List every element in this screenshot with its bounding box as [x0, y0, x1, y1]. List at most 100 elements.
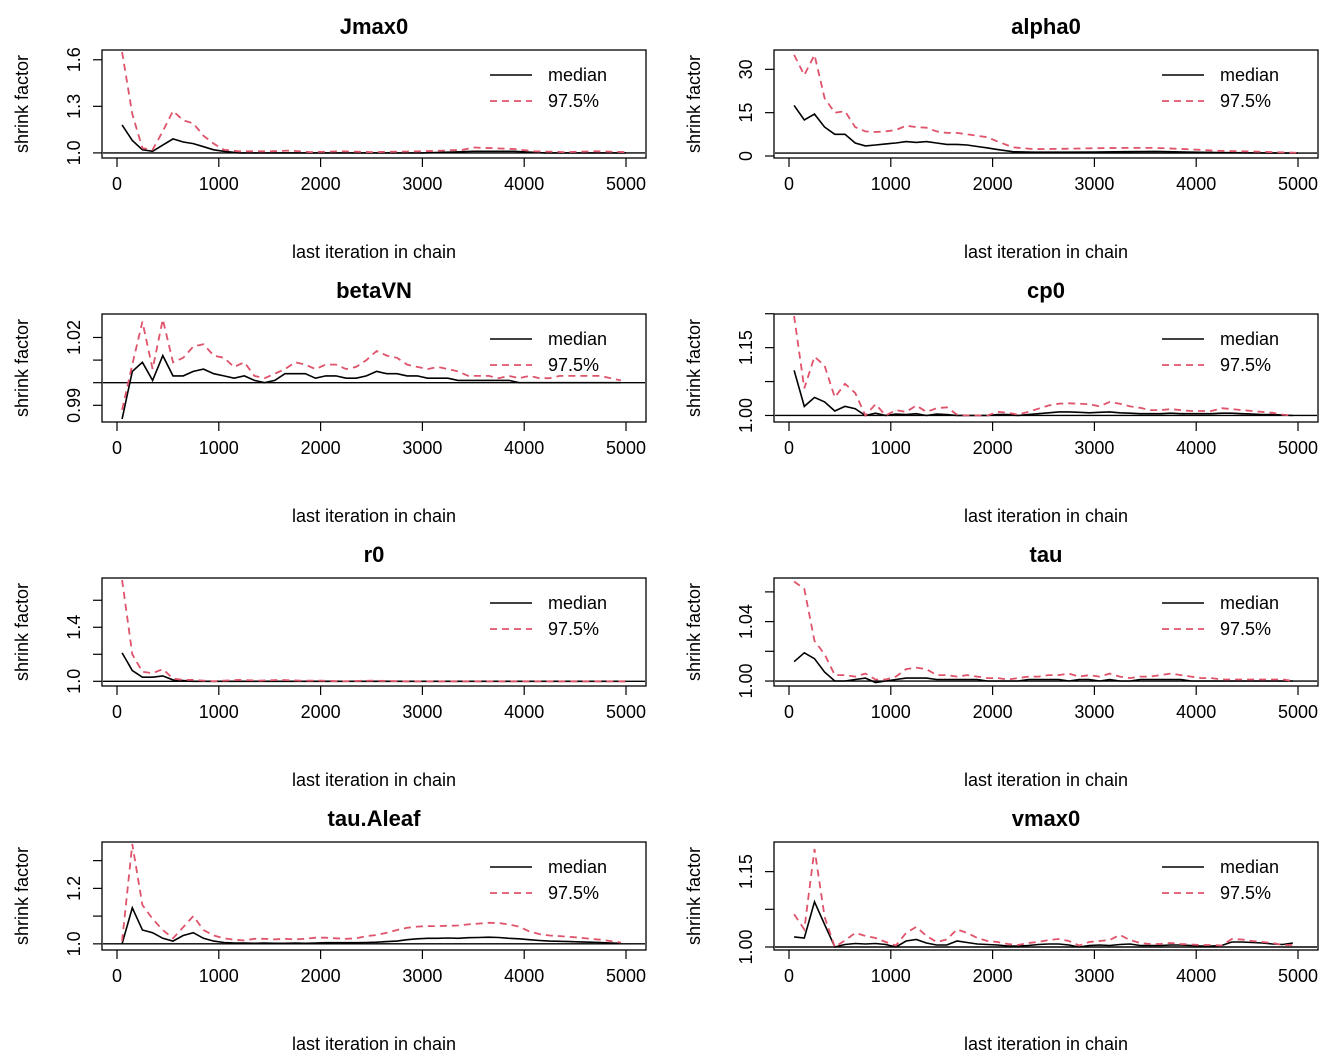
- x-tick-label: 2000: [301, 702, 341, 722]
- y-tick-label: 1.6: [64, 47, 84, 72]
- plot-frame: [773, 49, 1319, 159]
- panel-betaVN: betaVN 0 1000 2000 3000 4000 5000 0.99 1.02 last …: [12, 278, 647, 526]
- series-median-line: [793, 104, 1299, 154]
- x-tick-label: 0: [784, 702, 794, 722]
- series-97-5-line: [121, 843, 622, 944]
- series-97-5-line: [121, 579, 626, 683]
- x-tick-label: 0: [784, 966, 794, 986]
- x-axis-label: last iteration in chain: [292, 770, 456, 790]
- series-97-5-line: [121, 51, 627, 154]
- y-tick-label: 1.4: [64, 615, 84, 640]
- chart-title: tau: [1030, 542, 1063, 567]
- x-tick-label: 5000: [1278, 174, 1318, 194]
- y-axis-label: shrink factor: [12, 319, 32, 417]
- x-tick-label: 2000: [973, 966, 1013, 986]
- x-tick-label: 0: [112, 966, 122, 986]
- plot-area: [103, 843, 645, 945]
- legend-median-label: median: [1220, 65, 1279, 85]
- legend: median 97.5%: [490, 329, 607, 375]
- panel-cp0: cp0 0 1000 2000 3000 4000 5000 1.00 1.15 last ite…: [684, 278, 1319, 526]
- x-axis-label: last iteration in chain: [292, 1034, 456, 1054]
- x-tick-label: 4000: [1176, 966, 1216, 986]
- series-median-line: [121, 353, 621, 420]
- chart-title: tau.Aleaf: [328, 806, 422, 831]
- series-median-line: [121, 905, 621, 945]
- x-tick-label: 0: [112, 174, 122, 194]
- legend: median 97.5%: [490, 857, 607, 903]
- x-tick-label: 5000: [606, 174, 646, 194]
- x-tick-label: 1000: [199, 966, 239, 986]
- panel-tau-Aleaf: tau.Aleaf 0 1000 2000 3000 4000 5000 1.0 1.2 last…: [12, 806, 647, 1054]
- x-axis-label: last iteration in chain: [964, 1034, 1128, 1054]
- legend: median 97.5%: [490, 65, 607, 111]
- series-97-5-line: [793, 52, 1299, 154]
- x-tick-label: 5000: [606, 702, 646, 722]
- series-median-line: [121, 124, 626, 154]
- chart-title: cp0: [1027, 278, 1065, 303]
- plot-area: [103, 51, 645, 154]
- y-tick-label: 1.04: [736, 604, 756, 639]
- legend: median 97.5%: [1162, 593, 1279, 639]
- x-tick-label: 4000: [504, 702, 544, 722]
- series-97-5-line: [793, 580, 1294, 682]
- series-median-line: [793, 370, 1293, 417]
- plot-frame: [101, 313, 647, 423]
- y-tick-label: 1.2: [64, 876, 84, 901]
- x-tick-label: 0: [784, 174, 794, 194]
- y-axis-label: shrink factor: [12, 847, 32, 945]
- legend-median-label: median: [1220, 593, 1279, 613]
- y-axis-label: shrink factor: [12, 55, 32, 153]
- x-tick-label: 2000: [973, 702, 1013, 722]
- x-tick-label: 4000: [1176, 174, 1216, 194]
- y-tick-label: 1.02: [64, 320, 84, 355]
- x-tick-label: 4000: [504, 438, 544, 458]
- y-tick-label: 1.00: [736, 664, 756, 699]
- series-median-line: [121, 652, 626, 683]
- plot-area: [775, 580, 1317, 684]
- plot-area: [103, 319, 645, 420]
- y-tick-label: 1.3: [64, 94, 84, 119]
- legend-97-5-label: 97.5%: [1220, 91, 1271, 111]
- x-tick-label: 3000: [402, 174, 442, 194]
- legend-median-label: median: [548, 65, 607, 85]
- x-axis-label: last iteration in chain: [964, 242, 1128, 262]
- plot-frame: [101, 49, 647, 159]
- x-tick-label: 1000: [199, 702, 239, 722]
- chart-title: r0: [364, 542, 385, 567]
- legend-97-5-label: 97.5%: [548, 91, 599, 111]
- panel-r0: r0 0 1000 2000 3000 4000 5000 1.0 1.4 last iterat…: [12, 542, 647, 790]
- plot-area: [103, 579, 645, 683]
- chart-title: alpha0: [1011, 14, 1081, 39]
- x-tick-label: 3000: [1074, 438, 1114, 458]
- x-tick-label: 2000: [301, 966, 341, 986]
- y-tick-label: 0.99: [64, 388, 84, 423]
- x-tick-label: 2000: [973, 438, 1013, 458]
- x-tick-label: 0: [112, 438, 122, 458]
- legend: median 97.5%: [1162, 329, 1279, 375]
- x-tick-label: 5000: [606, 966, 646, 986]
- series-median-line: [793, 651, 1293, 684]
- x-tick-label: 3000: [402, 702, 442, 722]
- y-tick-label: 1.15: [736, 854, 756, 889]
- x-tick-label: 3000: [402, 966, 442, 986]
- x-tick-label: 1000: [199, 174, 239, 194]
- x-tick-label: 3000: [1074, 702, 1114, 722]
- y-tick-label: 1.00: [736, 398, 756, 433]
- plot-frame: [101, 577, 647, 687]
- x-tick-label: 1000: [871, 966, 911, 986]
- plot-area: [775, 848, 1317, 949]
- x-tick-label: 5000: [1278, 702, 1318, 722]
- x-tick-label: 1000: [871, 174, 911, 194]
- x-tick-label: 4000: [504, 966, 544, 986]
- plot-frame: [773, 841, 1319, 951]
- y-axis-label: shrink factor: [12, 583, 32, 681]
- x-tick-label: 4000: [504, 174, 544, 194]
- x-axis-label: last iteration in chain: [964, 770, 1128, 790]
- plot-area: [775, 315, 1317, 418]
- legend-median-label: median: [548, 857, 607, 877]
- x-tick-label: 4000: [1176, 702, 1216, 722]
- y-tick-label: 1.00: [736, 929, 756, 964]
- series-97-5-line: [793, 315, 1293, 418]
- legend-median-label: median: [1220, 857, 1279, 877]
- plot-frame: [101, 841, 647, 951]
